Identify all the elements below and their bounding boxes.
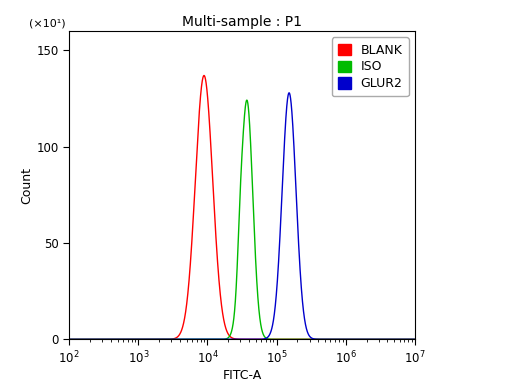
GLUR2	[286, 90, 292, 95]
BLANK	[66, 337, 72, 342]
GLUR2	[322, 337, 329, 342]
BLANK	[286, 337, 292, 342]
ISO	[341, 337, 347, 342]
GLUR2	[412, 337, 418, 342]
Line: BLANK: BLANK	[69, 76, 415, 339]
GLUR2	[84, 337, 90, 342]
BLANK	[191, 196, 197, 200]
GLUR2	[271, 316, 277, 321]
ISO	[84, 337, 90, 342]
ISO	[244, 98, 250, 103]
GLUR2	[286, 90, 292, 95]
ISO	[322, 337, 329, 342]
ISO	[66, 337, 72, 342]
GLUR2	[341, 337, 347, 342]
Y-axis label: Count: Count	[21, 167, 34, 204]
BLANK	[322, 337, 329, 342]
BLANK	[412, 337, 418, 342]
ISO	[412, 337, 418, 342]
Legend: BLANK, ISO, GLUR2: BLANK, ISO, GLUR2	[332, 37, 409, 96]
GLUR2	[191, 337, 197, 342]
Text: (×10¹): (×10¹)	[29, 18, 66, 28]
Title: Multi-sample : P1: Multi-sample : P1	[182, 15, 302, 28]
BLANK	[201, 73, 207, 78]
ISO	[271, 337, 277, 342]
Line: GLUR2: GLUR2	[69, 93, 415, 339]
BLANK	[271, 337, 277, 342]
ISO	[191, 337, 197, 342]
ISO	[286, 337, 292, 342]
GLUR2	[66, 337, 72, 342]
Line: ISO: ISO	[69, 100, 415, 339]
BLANK	[84, 337, 90, 342]
X-axis label: FITC-A: FITC-A	[222, 369, 262, 382]
BLANK	[341, 337, 347, 342]
